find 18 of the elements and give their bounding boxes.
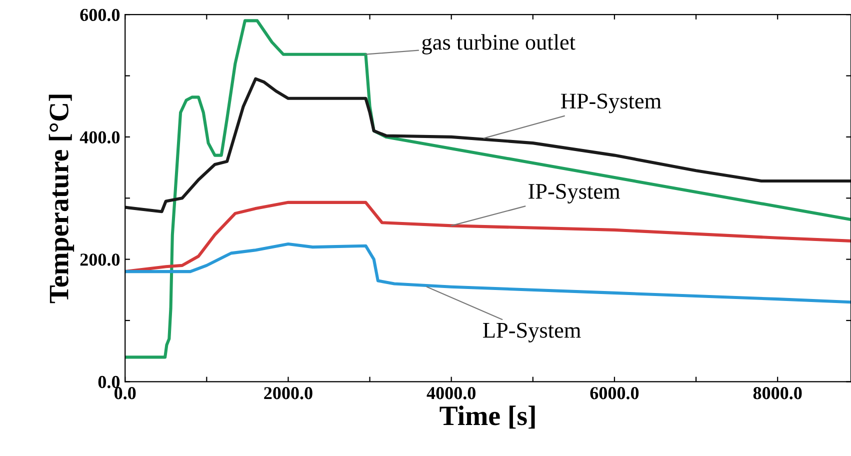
annotation: LP-System: [483, 322, 581, 342]
x-tick-label: 6000.0: [590, 387, 639, 400]
y-tick-label: 600.0: [80, 8, 120, 22]
y-tick-label: 0.0: [98, 376, 120, 388]
y-tick-label: 200.0: [80, 254, 120, 266]
x-tick-label: 8000.0: [753, 387, 802, 400]
line-series: [125, 19, 851, 359]
x-tick-label: 4000.0: [426, 387, 476, 400]
x-tick-label: 0.0: [114, 387, 136, 400]
line-series: [125, 242, 851, 304]
line-series: [125, 77, 851, 214]
y-tick-label: 400.0: [80, 131, 120, 144]
y-axis-title: Temperature [°C]: [48, 94, 74, 304]
annotation: HP-System: [561, 94, 662, 114]
annotation: gas turbine outlet: [422, 34, 576, 54]
x-tick-label: 2000.0: [264, 387, 312, 400]
x-axis-title: Time [s]: [440, 406, 535, 429]
annotation: IP-System: [528, 184, 620, 204]
